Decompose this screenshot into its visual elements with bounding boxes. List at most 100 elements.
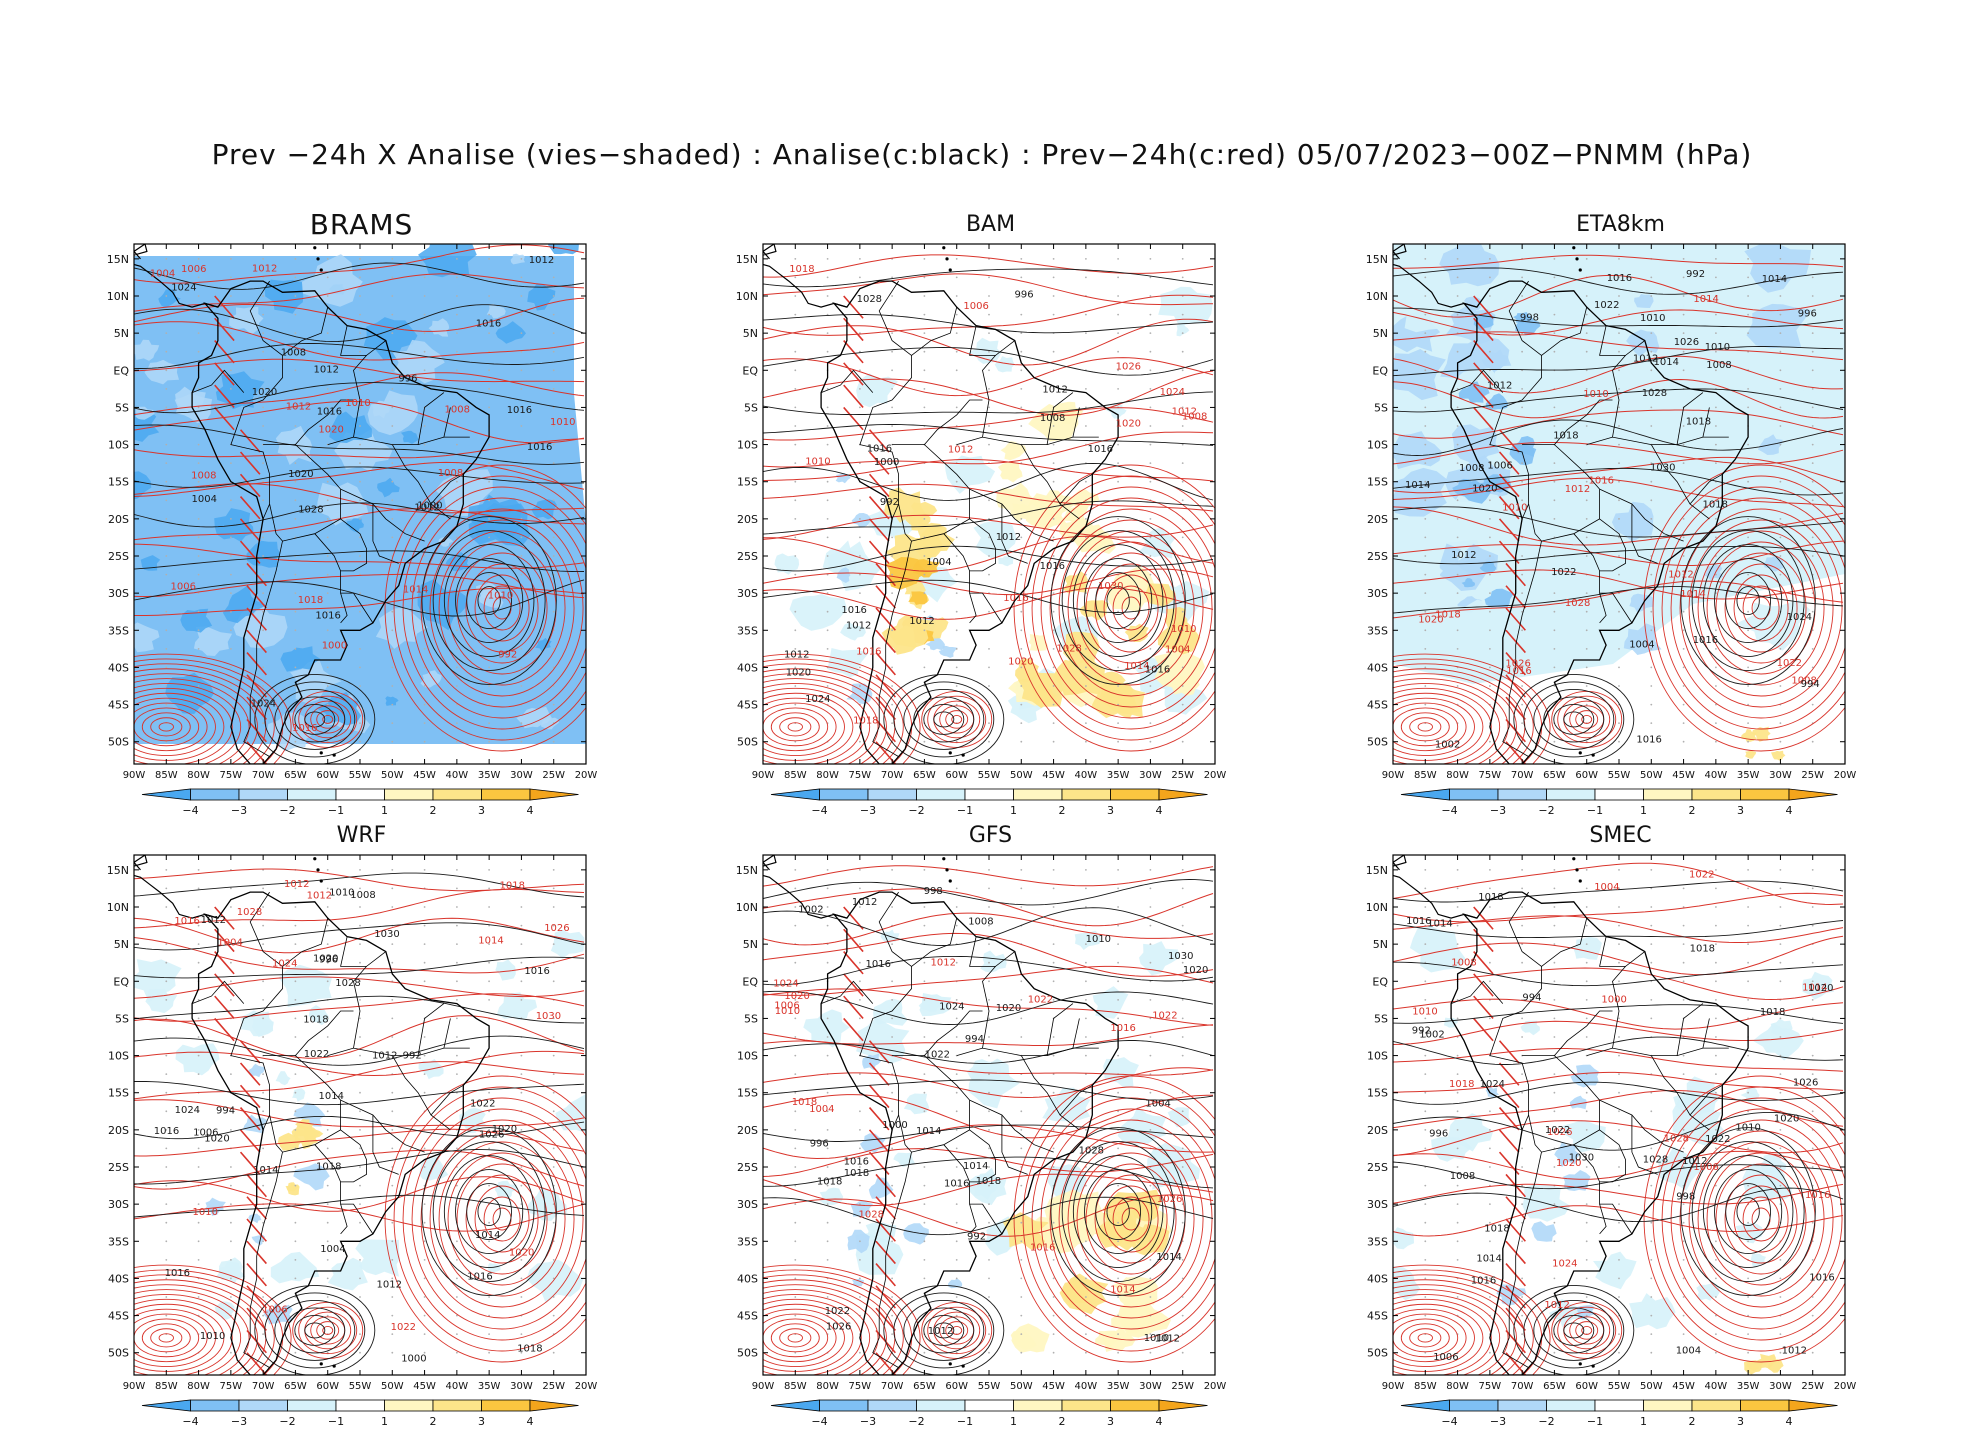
lon-tick-label: 85W bbox=[155, 770, 178, 781]
analysis-contour-label: 1022 bbox=[1594, 300, 1619, 311]
panel-title-eta8km: ETA8km bbox=[1576, 212, 1665, 237]
lat-tick-label: EQ bbox=[742, 975, 758, 988]
analysis-contour-label: 1024 bbox=[1480, 1079, 1505, 1090]
lon-tick-label: 60W bbox=[316, 770, 339, 781]
lat-tick-label: 10N bbox=[107, 901, 129, 914]
analysis-contour-label: 1016 bbox=[165, 1268, 190, 1279]
lat-tick-label: 45S bbox=[1367, 1310, 1388, 1323]
forecast-contour-label: 1020 bbox=[1116, 419, 1141, 430]
lon-tick-label: 25W bbox=[542, 770, 565, 781]
colorbar-label: 4 bbox=[1786, 804, 1793, 817]
lat-tick-label: 15S bbox=[737, 476, 758, 489]
forecast-contour-label: 1004 bbox=[150, 269, 175, 280]
colorbar: −4 −3 −2 −1 1 2 3 4 bbox=[141, 1399, 579, 1428]
lon-tick-label: 50W bbox=[1640, 770, 1663, 781]
analysis-contour-label: 1014 bbox=[1427, 918, 1452, 929]
forecast-contour-label: 1010 bbox=[1412, 1007, 1437, 1018]
forecast-contour-label: 1006 bbox=[262, 1304, 287, 1315]
analysis-contour-label: 1004 bbox=[1629, 640, 1654, 651]
forecast-contour-label: 1010 bbox=[775, 1006, 800, 1017]
colorbar-label: 2 bbox=[1689, 1415, 1696, 1428]
lon-tick-label: 40W bbox=[1075, 1381, 1098, 1392]
forecast-contour-label: 1018 bbox=[298, 595, 323, 606]
analysis-contour-label: 1024 bbox=[805, 694, 830, 705]
forecast-contour-label: 1026 bbox=[1116, 362, 1141, 373]
lat-tick-label: 30S bbox=[1367, 587, 1388, 600]
lon-tick-label: 60W bbox=[945, 770, 968, 781]
colorbar-label: −3 bbox=[860, 804, 876, 817]
analysis-contour-label: 1016 bbox=[154, 1126, 179, 1137]
lon-tick-label: 85W bbox=[784, 1381, 807, 1392]
lat-tick-label: 10S bbox=[1367, 1050, 1388, 1063]
colorbar-label: −1 bbox=[1587, 804, 1603, 817]
lat-tick-label: 50S bbox=[108, 1347, 129, 1360]
lat-tick-label: 5S bbox=[1374, 401, 1388, 414]
analysis-contour-label: 1016 bbox=[317, 406, 342, 417]
lon-tick-label: 65W bbox=[284, 1381, 307, 1392]
forecast-contour-label: 1018 bbox=[1449, 1079, 1474, 1090]
colorbar-label: −1 bbox=[328, 804, 344, 817]
analysis-contour-label: 1016 bbox=[1809, 1272, 1834, 1283]
forecast-contour-label: 1022 bbox=[1028, 995, 1053, 1006]
lat-tick-label: 20S bbox=[1367, 513, 1388, 526]
lat-tick-label: 25S bbox=[108, 550, 129, 563]
panel-gfs: 1018101610141012102210241026102810221020… bbox=[736, 854, 1226, 1428]
analysis-contour-label: 1016 bbox=[507, 405, 532, 416]
lat-tick-label: EQ bbox=[1372, 975, 1388, 988]
lat-tick-label: 5S bbox=[115, 401, 129, 414]
analysis-contour-label: 1014 bbox=[963, 1161, 988, 1172]
lon-tick-label: 45W bbox=[1042, 1381, 1065, 1392]
lon-tick-label: 30W bbox=[510, 770, 533, 781]
lon-tick-label: 30W bbox=[510, 1381, 533, 1392]
lon-tick-label: 40W bbox=[446, 770, 469, 781]
analysis-contour-label: 1030 bbox=[1168, 951, 1193, 962]
lon-tick-label: 50W bbox=[381, 770, 404, 781]
analysis-contour-label: 1024 bbox=[1787, 612, 1812, 623]
forecast-contour-label: 1022 bbox=[1152, 1011, 1177, 1022]
analysis-contour-label: 1028 bbox=[1079, 1146, 1104, 1157]
lat-tick-label: 5S bbox=[744, 401, 758, 414]
lat-tick-label: 40S bbox=[108, 661, 129, 674]
forecast-contour-label: 1028 bbox=[237, 907, 262, 918]
analysis-contour-label: 1004 bbox=[192, 494, 217, 505]
lat-tick-label: 5S bbox=[744, 1012, 758, 1025]
colorbar-label: 2 bbox=[1059, 804, 1066, 817]
colorbar-label: −2 bbox=[279, 1415, 295, 1428]
analysis-contour-label: 1014 bbox=[1405, 480, 1430, 491]
analysis-contour-label: 1018 bbox=[976, 1176, 1001, 1187]
analysis-contour-label: 1014 bbox=[1476, 1253, 1501, 1264]
analysis-contour-label: 1020 bbox=[996, 1003, 1021, 1014]
analysis-contour-label: 1030 bbox=[1569, 1152, 1594, 1163]
lon-tick-label: 20W bbox=[1834, 1381, 1857, 1392]
analysis-contour-label: 1002 bbox=[1435, 740, 1460, 751]
analysis-contour-label: 1018 bbox=[844, 1168, 869, 1179]
lon-tick-label: 80W bbox=[1446, 1381, 1469, 1392]
colorbar-label: −2 bbox=[908, 804, 924, 817]
forecast-contour-label: 1012 bbox=[252, 263, 277, 274]
analysis-contour-label: 1014 bbox=[916, 1126, 941, 1137]
forecast-contour-label: 1020 bbox=[1008, 656, 1033, 667]
analysis-contour-label: 1014 bbox=[475, 1230, 500, 1241]
lat-tick-label: EQ bbox=[1372, 364, 1388, 377]
lat-tick-label: 20S bbox=[1367, 1124, 1388, 1137]
analysis-contour-label: 1016 bbox=[1040, 561, 1065, 572]
colorbar-label: −3 bbox=[1490, 1415, 1506, 1428]
lon-tick-label: 75W bbox=[849, 770, 872, 781]
lat-tick-label: 15N bbox=[107, 864, 129, 877]
lon-tick-label: 65W bbox=[913, 770, 936, 781]
analysis-contour-label: 1030 bbox=[374, 929, 399, 940]
lon-tick-label: 90W bbox=[752, 770, 775, 781]
panel-title-wrf: WRF bbox=[336, 823, 387, 848]
forecast-contour-label: 1006 bbox=[171, 581, 196, 592]
lat-tick-label: 45S bbox=[1367, 699, 1388, 712]
analysis-contour-label: 1024 bbox=[171, 283, 196, 294]
forecast-contour-label: 1016 bbox=[1805, 1190, 1830, 1201]
colorbar-label: 4 bbox=[1786, 1415, 1793, 1428]
analysis-contours bbox=[134, 872, 585, 1375]
colorbar-label: 1 bbox=[381, 804, 388, 817]
forecast-contour-label: 1024 bbox=[272, 959, 297, 970]
analysis-contour-label: 1018 bbox=[1484, 1223, 1509, 1234]
lat-tick-label: 50S bbox=[108, 736, 129, 749]
analysis-contour-label: 1020 bbox=[1808, 983, 1833, 994]
lon-tick-label: 25W bbox=[1171, 770, 1194, 781]
